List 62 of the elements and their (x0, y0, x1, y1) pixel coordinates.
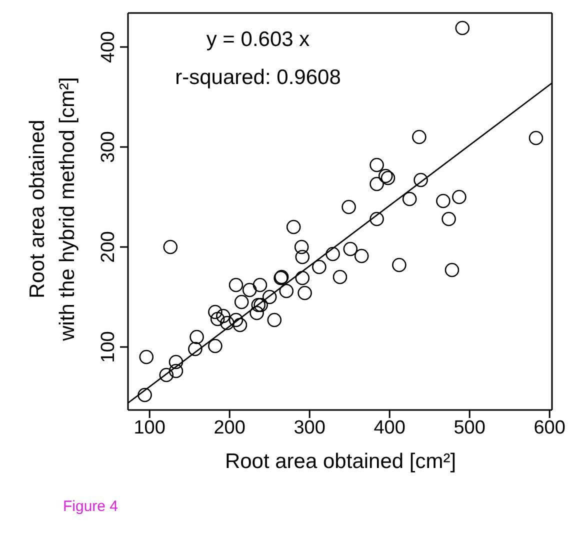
point (354, 248, 369, 264)
x-tick-label: 600 (534, 417, 566, 438)
point (295, 270, 310, 286)
point (370, 212, 384, 226)
point (190, 330, 204, 344)
x-tick-label: 100 (134, 417, 166, 438)
point (139, 350, 154, 364)
point (414, 172, 428, 188)
y-tick-label: 200 (98, 231, 119, 263)
point (208, 304, 222, 320)
point (295, 250, 310, 264)
point (228, 278, 244, 292)
point (232, 318, 248, 332)
point (286, 220, 301, 234)
point (279, 284, 294, 298)
point (220, 316, 234, 330)
point (208, 338, 222, 354)
point (444, 262, 460, 278)
point (312, 260, 326, 274)
point (370, 176, 384, 192)
point (168, 354, 184, 370)
point (267, 312, 282, 328)
point (168, 364, 184, 378)
y-tick-label: 300 (98, 131, 119, 163)
point (250, 306, 264, 320)
annotation: r-squared: 0.9608 (174, 66, 342, 90)
point (412, 130, 426, 144)
point (343, 242, 358, 256)
point (452, 190, 466, 204)
point (252, 278, 268, 292)
x-axis-title: Root area obtained [cm²] (224, 450, 458, 474)
point (436, 194, 450, 208)
point (342, 200, 356, 214)
point (402, 192, 417, 206)
point (326, 246, 340, 262)
point (442, 212, 456, 226)
point (262, 290, 277, 304)
x-tick-label: 400 (374, 417, 406, 438)
point (163, 240, 178, 254)
y-tick-label: 100 (98, 331, 119, 363)
point (242, 282, 257, 298)
point (159, 368, 174, 382)
point (332, 270, 348, 284)
point (528, 130, 544, 146)
point (228, 312, 244, 328)
point (210, 312, 225, 326)
x-tick-label: 500 (454, 417, 486, 438)
point (392, 258, 406, 272)
point (216, 308, 230, 324)
point (188, 342, 202, 356)
caption: Figure 4 (63, 498, 118, 515)
point (234, 294, 249, 310)
y-axis-title: Root area obtained with the hybrid method [cm²] (25, 77, 80, 341)
y-tick-label: 400 (98, 31, 119, 63)
x-tick-label: 300 (294, 417, 326, 438)
annotation: y = 0.603 x (205, 28, 311, 52)
point (298, 286, 312, 300)
point (370, 158, 384, 172)
point (455, 20, 470, 36)
point (138, 388, 152, 402)
x-tick-label: 200 (214, 417, 246, 438)
point (294, 240, 309, 254)
